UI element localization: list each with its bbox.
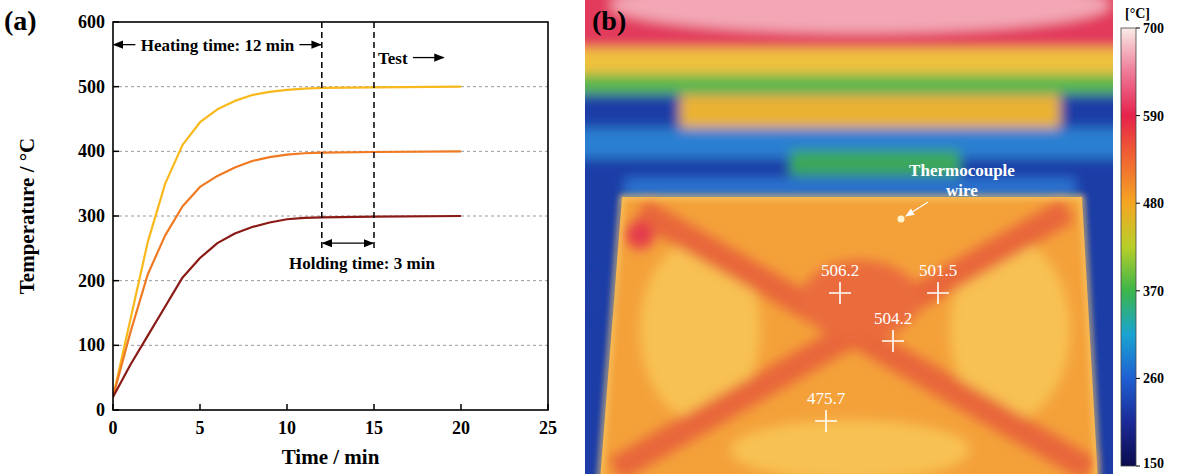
annotation-arrow [299,44,320,45]
annotation: Holding time: 3 min [289,254,435,273]
band [680,95,1060,129]
hot-spot [626,221,654,249]
y-tick [113,86,119,88]
measure-label: 506.2 [821,261,859,280]
plate-outline [600,197,1098,474]
colorbar-tick [1136,115,1140,116]
band [585,48,1113,74]
colorbar [1121,28,1136,466]
cable [588,271,608,319]
x-tick-label: 20 [452,418,470,438]
y-tick-label: 500 [78,77,105,97]
colorbar-tick [1136,203,1140,204]
plate-body [600,197,1098,474]
colorbar-title: [°C] [1125,6,1150,21]
annotation: wire [946,181,978,200]
x-tick-label: 25 [539,418,557,438]
y-tick-label: 300 [78,206,105,226]
vline [373,22,375,249]
grid-line [113,280,548,281]
plate-pattern [588,210,1090,474]
colorbar-tick [1136,378,1140,379]
panel-label: (b) [592,5,626,36]
annotation-arrow [413,57,444,58]
vline [321,22,323,249]
annotation: Heating time: 12 min [141,36,295,55]
y-axis-title: Temperature / °C [15,138,39,295]
y-tick-label: 0 [96,400,105,420]
thermal-image [585,0,1113,474]
colorbar-tick-label: 480 [1143,196,1164,211]
bg [585,0,1113,474]
x-tick [286,404,288,410]
measure-cross [927,282,949,304]
grid-line [113,345,548,346]
heater-hot [610,0,1110,33]
plot-frame [113,22,548,410]
line-series [113,151,461,397]
y-tick [113,345,119,347]
y-tick [113,151,119,153]
annotation-arrow [114,44,135,45]
measure-label: 475.7 [807,389,846,408]
colorbar-tick [1136,466,1140,467]
y-tick-label: 600 [78,12,105,32]
measure-cross [815,410,837,432]
x-tick-label: 15 [365,418,383,438]
cool-zone [730,420,970,474]
measure-cross [882,330,904,352]
band [585,74,1113,94]
y-tick-label: 400 [78,141,105,161]
band [625,178,1075,196]
annotation: Thermocouple [909,161,1015,180]
y-tick [113,280,119,282]
annotation: Test [378,49,408,68]
colorbar-tick [1136,28,1140,29]
thermal-background [585,0,1113,474]
x-tick-label: 0 [109,418,118,438]
colorbar-tick-label: 590 [1143,109,1164,124]
x-tick [460,404,462,410]
line-series [113,87,461,397]
measure-cross [829,282,851,304]
plot-area [113,87,461,397]
x-tick [373,404,375,410]
hot-center [800,260,920,340]
colorbar-tick-label: 150 [1143,456,1164,471]
x-tick-label: 10 [278,418,296,438]
y-tick [113,215,119,217]
x-tick-label: 5 [196,418,205,438]
measure-label: 501.5 [919,261,957,280]
x-tick [199,404,201,410]
thermocouple-tip [898,216,905,223]
colorbar-tick-label: 700 [1143,21,1164,36]
colorbar-tick-label: 370 [1143,284,1164,299]
panel-label: (a) [4,5,37,36]
hot-stripe [615,210,1068,470]
plate [588,197,1098,474]
line-series [113,216,461,397]
plate-edge [600,197,1098,474]
measure-label: 504.2 [874,309,912,328]
x-axis-title: Time / min [282,445,380,469]
colorbar-tick [1136,290,1140,291]
annotation-arrow [323,243,373,244]
colorbar-tick-label: 260 [1143,371,1164,386]
annotation-arrow [906,202,928,216]
y-tick-label: 200 [78,271,105,291]
y-tick-label: 100 [78,335,105,355]
